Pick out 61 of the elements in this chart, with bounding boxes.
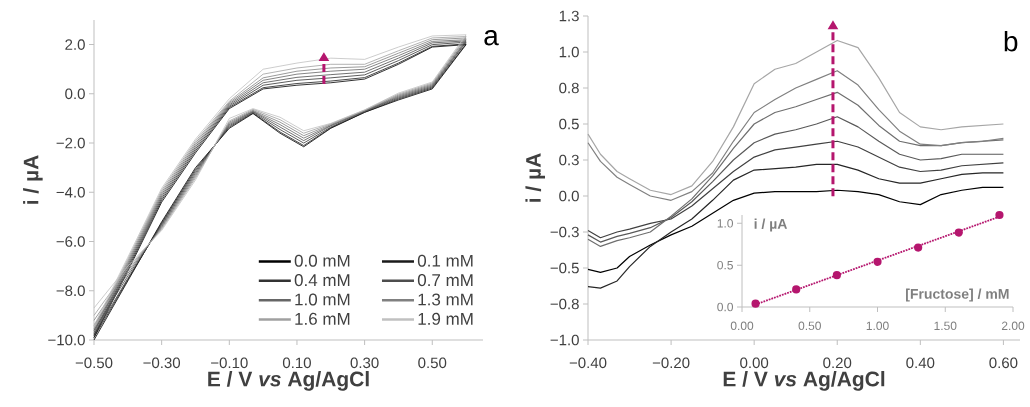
y-axis-title: i / µA: [754, 218, 788, 232]
x-tick-label: 1.00: [866, 321, 889, 331]
point: [792, 285, 801, 294]
point: [995, 210, 1004, 220]
y-axis-title: i / µA: [525, 153, 545, 202]
x-tick-label: −0.50: [75, 357, 113, 369]
line-series: [587, 70, 1004, 201]
x-tick-label: −0.40: [569, 357, 607, 369]
x-axis-title: E / V vs Ag/AgCl: [723, 371, 885, 391]
y-tick-label: 0.3: [559, 154, 579, 166]
point: [873, 257, 882, 266]
x-tick-label: 0.40: [906, 357, 935, 369]
y-tick-label: 0.0: [65, 88, 85, 100]
y-tick-label: −0.5: [550, 262, 579, 274]
y-tick-label: 0.0: [559, 190, 579, 202]
y-tick-label: 2.0: [65, 39, 85, 50]
legend-label: 1.9 mM: [418, 312, 473, 325]
point: [832, 271, 841, 280]
annotation: b: [1004, 30, 1018, 52]
legend-label: 0.7 mM: [417, 274, 473, 287]
y-tick-label: −4.0: [56, 186, 85, 198]
x-tick-label: 0.50: [418, 357, 447, 369]
x-axis-title: [Fructose] / mM: [906, 288, 1009, 302]
y-tick-label: −0.8: [550, 298, 579, 310]
x-tick-label: 0.10: [282, 357, 311, 369]
x-tick-label: −0.20: [652, 357, 690, 369]
legend-label: 1.0 mM: [295, 293, 350, 306]
x-tick-label: 0.60: [989, 357, 1018, 369]
y-tick-label: 1.3: [559, 10, 579, 22]
x-tick-label: 0.20: [823, 357, 852, 369]
x-tick-label: 0.00: [730, 321, 754, 331]
point: [751, 299, 760, 308]
legend-label: 1.6 mM: [295, 312, 350, 325]
legend-label: 0.1 mM: [417, 254, 473, 267]
legend-label: 1.3 mM: [418, 293, 473, 306]
x-tick-label: 0.30: [350, 357, 379, 369]
x-tick-label: −0.10: [211, 357, 248, 369]
legend-label: 0.0 mM: [294, 254, 350, 267]
x-tick-label: 2.00: [1001, 321, 1025, 331]
y-tick-label: 0.5: [717, 260, 733, 270]
y-tick-label: −6.0: [56, 236, 85, 247]
x-tick-label: 0.00: [740, 357, 769, 369]
y-axis-title: i / µA: [23, 155, 43, 204]
y-tick-label: 1.0: [717, 219, 734, 228]
y-tick-label: −10.0: [48, 334, 85, 346]
legend-label: 0.4 mM: [294, 274, 350, 287]
y-tick-label: −2.0: [56, 137, 85, 149]
y-tick-label: −1.0: [550, 334, 579, 346]
text: a: [484, 30, 499, 46]
y-tick-label: 0.0: [717, 302, 734, 312]
y-tick-label: 0.8: [559, 82, 579, 94]
x-axis-title: E / V vs Ag/AgCl: [208, 371, 369, 391]
point: [954, 228, 963, 237]
x-tick-label: −0.30: [143, 357, 181, 369]
y-tick-label: −0.3: [550, 226, 579, 238]
x-tick-label: 1.50: [934, 321, 957, 331]
y-tick-label: 0.5: [559, 118, 579, 130]
x-tick-label: 0.50: [798, 321, 821, 331]
y-tick-label: −8.0: [56, 285, 85, 297]
point: [914, 243, 923, 252]
y-tick-label: 1.0: [559, 46, 579, 58]
